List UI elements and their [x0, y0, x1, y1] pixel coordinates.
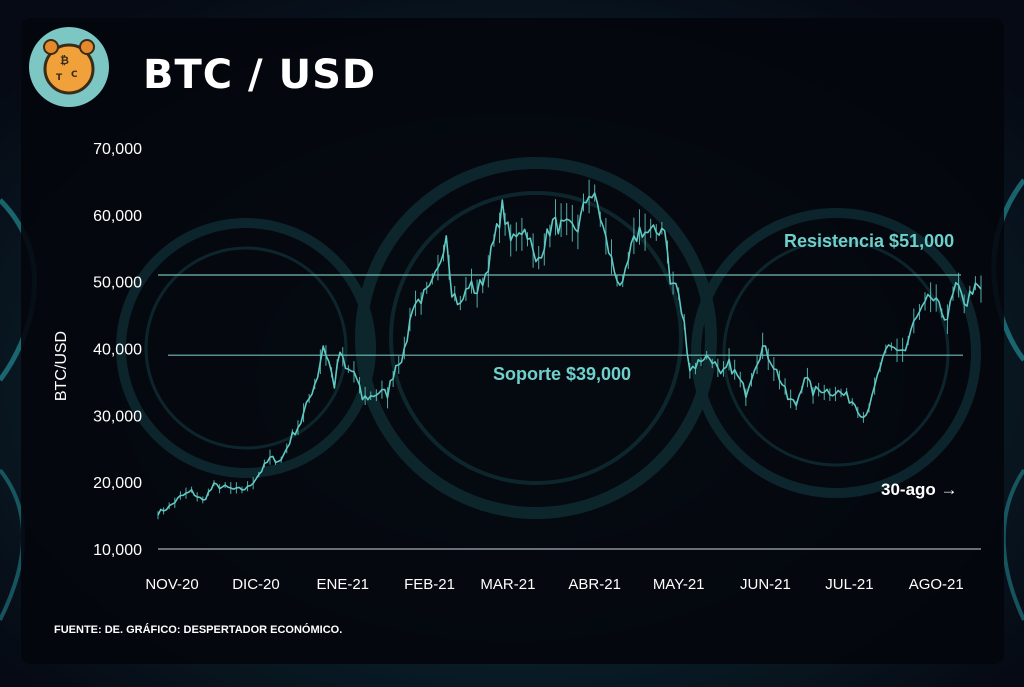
faded-coins-decoration — [116, 157, 981, 519]
y-tick-label: 10,000 — [93, 542, 142, 559]
x-tick-label: DIC-20 — [232, 576, 280, 593]
svg-text:C: C — [71, 70, 78, 80]
y-tick-label: 30,000 — [93, 408, 142, 425]
x-tick-label: JUL-21 — [825, 576, 873, 593]
x-tick-label: NOV-20 — [145, 576, 198, 593]
x-tick-label: AGO-21 — [909, 576, 964, 593]
chart-card: 10,000 20,000 30,000 40,000 50,000 60,000 70,0… — [21, 18, 1004, 664]
x-tick-label: ABR-21 — [568, 576, 621, 593]
date-annotation: 30-ago → — [881, 480, 958, 499]
reference-lines — [158, 274, 963, 356]
price-series — [157, 179, 982, 520]
svg-text:T: T — [56, 73, 63, 83]
brand-logo: ₿ C T — [27, 25, 111, 109]
y-tick-label: 60,000 — [93, 208, 142, 225]
alarm-clock-icon: ₿ C T — [29, 27, 109, 107]
chart-canvas: 10,000 20,000 30,000 40,000 50,000 60,000 70,0… — [93, 141, 982, 593]
x-tick-label: MAR-21 — [480, 576, 535, 593]
x-axis-ticks: NOV-20 DIC-20 ENE-21 FEB-21 MAR-21 ABR-21 MAY-… — [145, 576, 963, 593]
y-tick-label: 70,000 — [93, 141, 142, 158]
x-tick-label: ENE-21 — [316, 576, 369, 593]
resistance-label: Resistencia $51,000 — [784, 231, 955, 251]
support-label: Soporte $39,000 — [493, 364, 632, 384]
y-axis-ticks: 10,000 20,000 30,000 40,000 50,000 60,000 70,0… — [93, 141, 142, 559]
series-line — [157, 192, 982, 516]
x-tick-label: MAY-21 — [653, 576, 705, 593]
x-tick-label: FEB-21 — [404, 576, 455, 593]
source-note: FUENTE: DE. GRÁFICO: DESPERTADOR ECONÓMI… — [54, 624, 343, 636]
logo-letter-b: ₿ — [60, 54, 69, 67]
x-tick-label: JUN-21 — [740, 576, 791, 593]
page-title: BTC / USD — [143, 52, 377, 98]
y-tick-label: 50,000 — [93, 275, 142, 292]
y-tick-label: 20,000 — [93, 475, 142, 492]
y-tick-label: 40,000 — [93, 342, 142, 359]
y-axis-label: BTC/USD — [53, 330, 70, 402]
